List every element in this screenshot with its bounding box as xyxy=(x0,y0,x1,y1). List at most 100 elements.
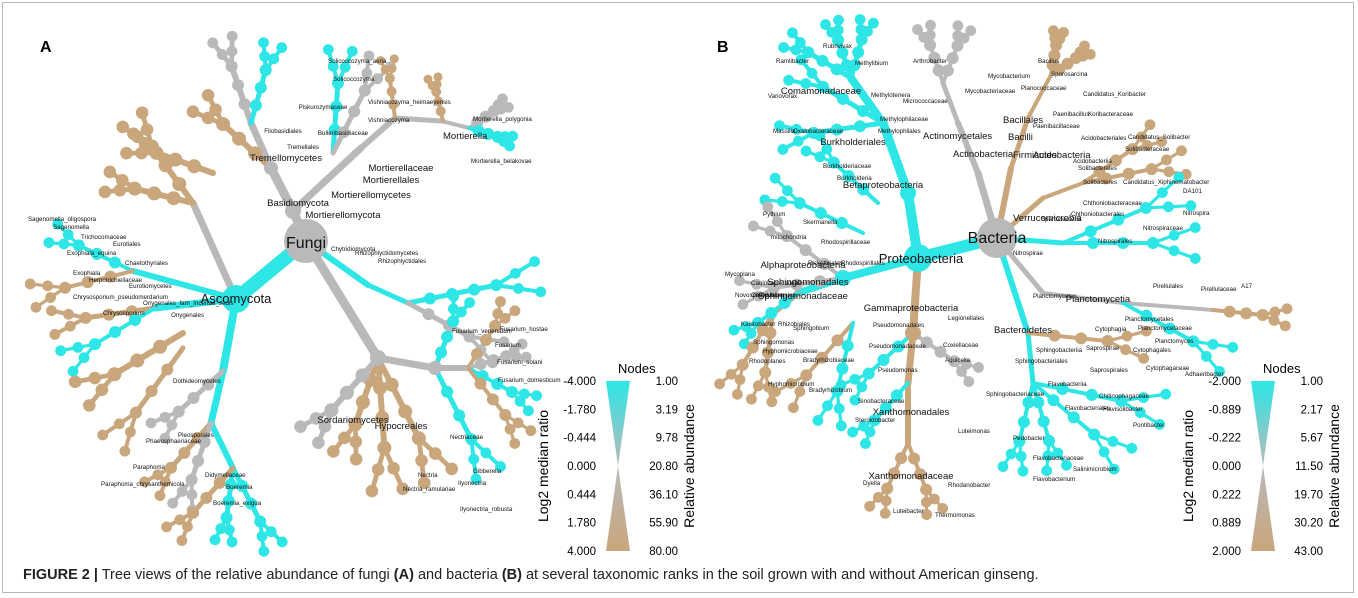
tree-node xyxy=(788,402,799,414)
tree-branch xyxy=(1008,115,1031,171)
tree-node xyxy=(161,363,174,376)
tree-node xyxy=(167,497,179,509)
tree-node xyxy=(176,535,188,547)
tree-node xyxy=(209,103,222,116)
tree-node xyxy=(509,305,521,317)
tree-node xyxy=(963,376,975,387)
node-label: Tremellales xyxy=(287,144,319,151)
tree-node xyxy=(1147,237,1159,249)
tree-node xyxy=(895,452,908,465)
tree-node xyxy=(877,354,890,367)
tree-node xyxy=(1269,306,1281,318)
node-label: Planctomycetes xyxy=(1033,293,1077,300)
tree-node xyxy=(764,326,777,339)
legend-tick-right: 30.20 xyxy=(1294,518,1323,530)
tree-node xyxy=(294,420,307,434)
tree-node xyxy=(202,378,215,391)
tree-node xyxy=(129,406,142,419)
tree-node xyxy=(355,395,370,410)
tree-node xyxy=(864,500,876,512)
tree-node xyxy=(68,375,82,389)
tree-node xyxy=(831,334,844,347)
tree-node xyxy=(387,64,397,74)
tree-node xyxy=(912,24,923,35)
tree-node xyxy=(1061,459,1072,471)
tree-node xyxy=(107,367,122,382)
tree-node xyxy=(777,143,789,155)
tree-node xyxy=(159,432,171,444)
tree-node xyxy=(835,420,847,432)
tree-node xyxy=(890,389,903,402)
tree-node xyxy=(925,19,936,31)
tree-node xyxy=(937,502,949,514)
tree-node xyxy=(1122,167,1135,180)
tree-node xyxy=(1279,320,1291,332)
legend-tick-right: 20.80 xyxy=(649,461,678,473)
node-label: Pirellulaceae xyxy=(1201,286,1237,293)
node-label: Bradyrhizobium xyxy=(809,387,852,394)
tree-node xyxy=(1189,253,1201,264)
tree-node xyxy=(249,99,262,112)
tree-node xyxy=(103,165,117,179)
node-label: Oxalobacteraceae xyxy=(793,128,844,135)
tree-node xyxy=(130,130,144,143)
tree-node xyxy=(1144,119,1156,131)
tree-node xyxy=(1168,245,1180,257)
node-label: Fungi xyxy=(286,235,326,252)
tree-node xyxy=(330,100,343,113)
tree-node xyxy=(490,279,503,292)
legend-tick-left: 0.000 xyxy=(567,461,596,473)
node-label: Actinomycetales xyxy=(923,131,992,142)
tree-node xyxy=(113,183,127,197)
node-label: Bacilli xyxy=(1008,132,1033,143)
tree-node xyxy=(1134,407,1146,419)
legend-tick-left: -0.222 xyxy=(1208,433,1241,445)
tree-node xyxy=(428,447,442,460)
tree-node xyxy=(58,238,70,250)
tree-node xyxy=(432,79,442,89)
tree-node xyxy=(256,530,268,542)
tree-node xyxy=(799,244,812,257)
node-label: A17 xyxy=(1241,283,1253,290)
tree-node xyxy=(337,126,350,139)
tree-node xyxy=(98,185,112,199)
tree-node xyxy=(448,291,460,302)
tree-node xyxy=(498,336,510,348)
tree-node xyxy=(216,49,228,60)
tree-node xyxy=(389,54,399,64)
tree-node xyxy=(192,454,205,467)
tree-node xyxy=(881,482,894,495)
tree-node xyxy=(731,388,743,400)
tree-node xyxy=(153,339,168,354)
tree-node xyxy=(783,74,795,86)
node-label: Flavobacteriales xyxy=(1065,405,1110,412)
tree-node xyxy=(198,435,211,448)
tree-node xyxy=(174,514,186,526)
tree-node xyxy=(965,25,977,37)
node-label: Luteibacter xyxy=(893,508,924,515)
tree-node xyxy=(817,80,830,93)
tree-node xyxy=(158,158,173,173)
legend-tick-right: 36.10 xyxy=(649,489,678,501)
tree-node xyxy=(1163,166,1175,178)
tree-node xyxy=(951,39,964,52)
node-label: Rhodospirillaceae xyxy=(821,239,871,246)
tree-node xyxy=(172,177,187,192)
tree-node xyxy=(973,362,984,373)
node-label: Verrucomicrobia xyxy=(1013,213,1082,224)
tree-node xyxy=(752,380,764,392)
tree-node xyxy=(1160,388,1172,400)
tree-node xyxy=(1139,201,1152,214)
tree-node xyxy=(259,50,271,62)
tree-node xyxy=(55,345,67,357)
tree-node xyxy=(144,139,159,154)
tree-node xyxy=(349,435,363,449)
node-label: Herpotrichiellaceae xyxy=(89,277,143,284)
tree-node xyxy=(1256,308,1269,321)
node-label: Eurotiales xyxy=(113,241,141,248)
tree-node xyxy=(1067,411,1080,424)
figure-canvas: A Fungi Ascomycota BasidiomycotaMortierello… xyxy=(24,14,1342,558)
tree-node xyxy=(42,280,54,292)
node-label: Mycobacterium xyxy=(988,73,1030,80)
node-label: Flavobacterium xyxy=(1033,476,1075,483)
